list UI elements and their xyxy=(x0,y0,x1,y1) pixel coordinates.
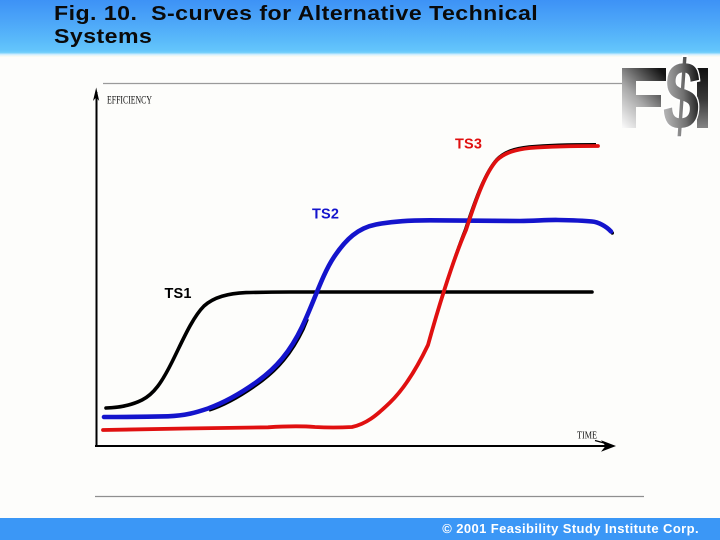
svg-text:EFFICIENCY: EFFICIENCY xyxy=(107,95,152,107)
svg-text:$: $ xyxy=(660,41,704,150)
svg-text:TS1: TS1 xyxy=(165,286,192,302)
svg-text:TIME: TIME xyxy=(577,431,597,442)
svg-text:TS2: TS2 xyxy=(312,206,339,222)
svg-text:TS3: TS3 xyxy=(455,137,482,153)
